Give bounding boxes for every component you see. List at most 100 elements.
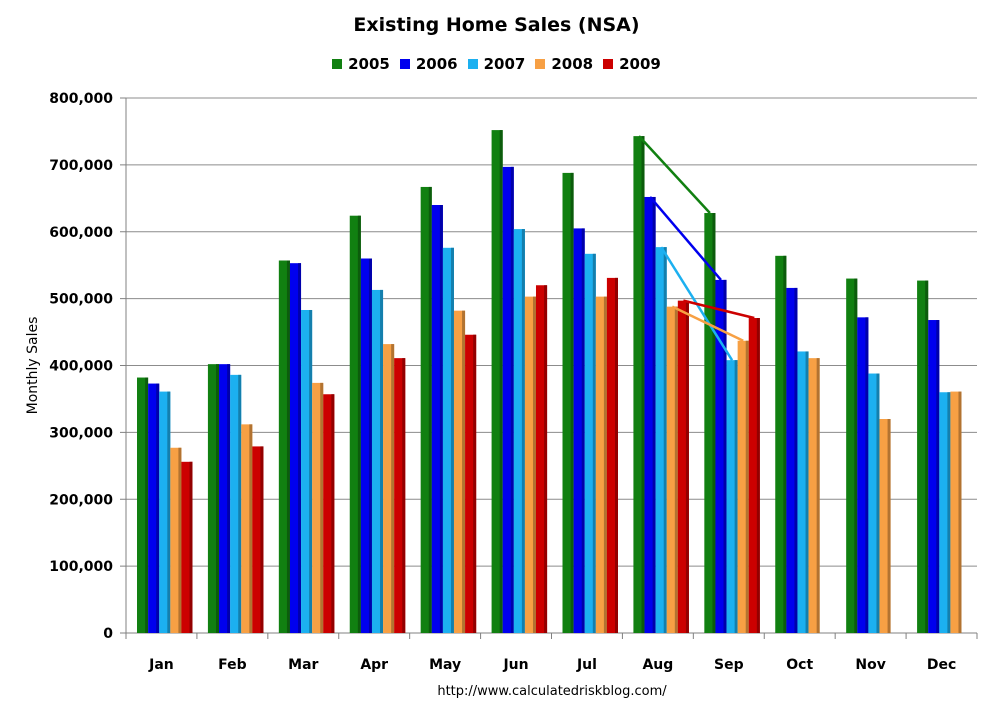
- bar-shade: [145, 377, 149, 633]
- legend-swatch: [399, 59, 410, 69]
- bar-2006-Feb: [219, 364, 231, 633]
- bar-fill: [677, 300, 689, 633]
- bar-fill: [219, 364, 231, 633]
- bar-fill: [502, 166, 514, 633]
- bar-shade: [260, 446, 264, 633]
- bar-2008-Mar: [312, 382, 324, 633]
- legend-label: 2006: [415, 55, 458, 73]
- bar-2006-Dec: [928, 320, 940, 633]
- legend-item-2006: 2006: [399, 55, 458, 73]
- bar-fill: [524, 296, 536, 633]
- bar-2005-Dec: [917, 280, 929, 633]
- bar-2006-Apr: [360, 258, 372, 633]
- bar-fill: [383, 344, 395, 633]
- bar-fill: [241, 424, 253, 633]
- y-tick-label: 100,000: [49, 559, 113, 575]
- bar-fill: [453, 310, 466, 633]
- bar-shade: [331, 394, 335, 633]
- bar-shade: [712, 213, 716, 633]
- bar-fill: [371, 289, 384, 633]
- bar-shade: [368, 258, 372, 633]
- bar-fill: [868, 373, 880, 633]
- trend-line-2008: [671, 305, 744, 342]
- bar-2007-Feb: [230, 374, 242, 633]
- bar-shade: [674, 306, 678, 633]
- bar-shade: [309, 309, 313, 633]
- x-tick-label: Apr: [360, 657, 388, 673]
- chart-legend: 2005 2006 2007 2008 2009: [0, 55, 993, 73]
- y-tick-label: 200,000: [49, 492, 113, 508]
- bar-shade: [756, 318, 760, 633]
- bar-2006-Jul: [573, 228, 585, 633]
- bar-shade: [663, 247, 667, 633]
- bar-2005-Jul: [562, 172, 574, 633]
- legend-swatch: [535, 59, 546, 69]
- bar-shade: [745, 340, 749, 633]
- bar-fill: [786, 287, 798, 633]
- x-tick-label: May: [429, 657, 461, 673]
- bar-fill: [573, 228, 585, 633]
- bar-shade: [462, 310, 466, 633]
- bar-2007-Sep: [726, 360, 738, 633]
- bar-shade: [216, 364, 220, 633]
- bar-2005-Nov: [846, 278, 858, 633]
- x-tick-label: Jul: [576, 657, 597, 673]
- bar-fill: [857, 317, 869, 633]
- bar-shade: [854, 278, 858, 633]
- bar-2008-Jan: [170, 447, 182, 633]
- bar-2008-Dec: [950, 391, 962, 633]
- bar-shade: [189, 461, 193, 633]
- bar-fill: [644, 196, 656, 633]
- x-tick-label: Dec: [927, 657, 956, 673]
- bar-2005-Sep: [704, 213, 716, 633]
- bar-fill: [666, 306, 678, 633]
- bar-2007-Mar: [301, 309, 313, 633]
- bar-shade: [227, 364, 231, 633]
- bar-2007-Nov: [868, 373, 880, 633]
- bar-shade: [450, 247, 454, 634]
- x-tick-label: Jun: [502, 657, 528, 673]
- bar-fill: [170, 447, 182, 633]
- bar-fill: [879, 419, 891, 633]
- bar-shade: [652, 196, 656, 633]
- bar-2009-Feb: [252, 446, 264, 633]
- bar-shade: [499, 130, 503, 633]
- bar-2005-Feb: [207, 364, 220, 633]
- bar-fill: [312, 382, 324, 633]
- bar-2009-Apr: [394, 358, 406, 633]
- bar-2005-Jun: [491, 130, 503, 633]
- legend-item-2007: 2007: [467, 55, 525, 73]
- bar-shade: [473, 334, 477, 633]
- x-tick-label: Aug: [642, 657, 673, 673]
- bar-fill: [715, 279, 727, 633]
- bar-fill: [349, 215, 361, 633]
- bar-fill: [584, 253, 596, 633]
- bar-shade: [592, 253, 596, 633]
- bar-shade: [947, 392, 951, 633]
- bar-2008-Jul: [595, 296, 607, 633]
- legend-swatch: [467, 59, 478, 69]
- bar-fill: [737, 340, 749, 633]
- bar-2005-Jan: [137, 377, 149, 633]
- bar-fill: [513, 229, 525, 633]
- bar-shade: [357, 215, 361, 633]
- bar-fill: [606, 277, 618, 633]
- bar-shade: [156, 383, 160, 633]
- bar-fill: [491, 130, 503, 633]
- bar-2005-May: [420, 186, 432, 633]
- bar-shade: [380, 289, 384, 633]
- trend-line-2009: [683, 299, 755, 320]
- bar-shade: [544, 285, 548, 633]
- bar-shade: [783, 255, 787, 633]
- bar-fill: [442, 247, 454, 634]
- bar-shade: [391, 344, 395, 633]
- bar-2006-Sep: [715, 279, 727, 633]
- bar-shade: [641, 136, 645, 633]
- bar-2008-Jun: [524, 296, 536, 633]
- bar-fill: [431, 205, 443, 633]
- bar-2007-Aug: [655, 247, 667, 633]
- bar-shade: [615, 277, 618, 633]
- y-tick-label: 300,000: [49, 425, 113, 441]
